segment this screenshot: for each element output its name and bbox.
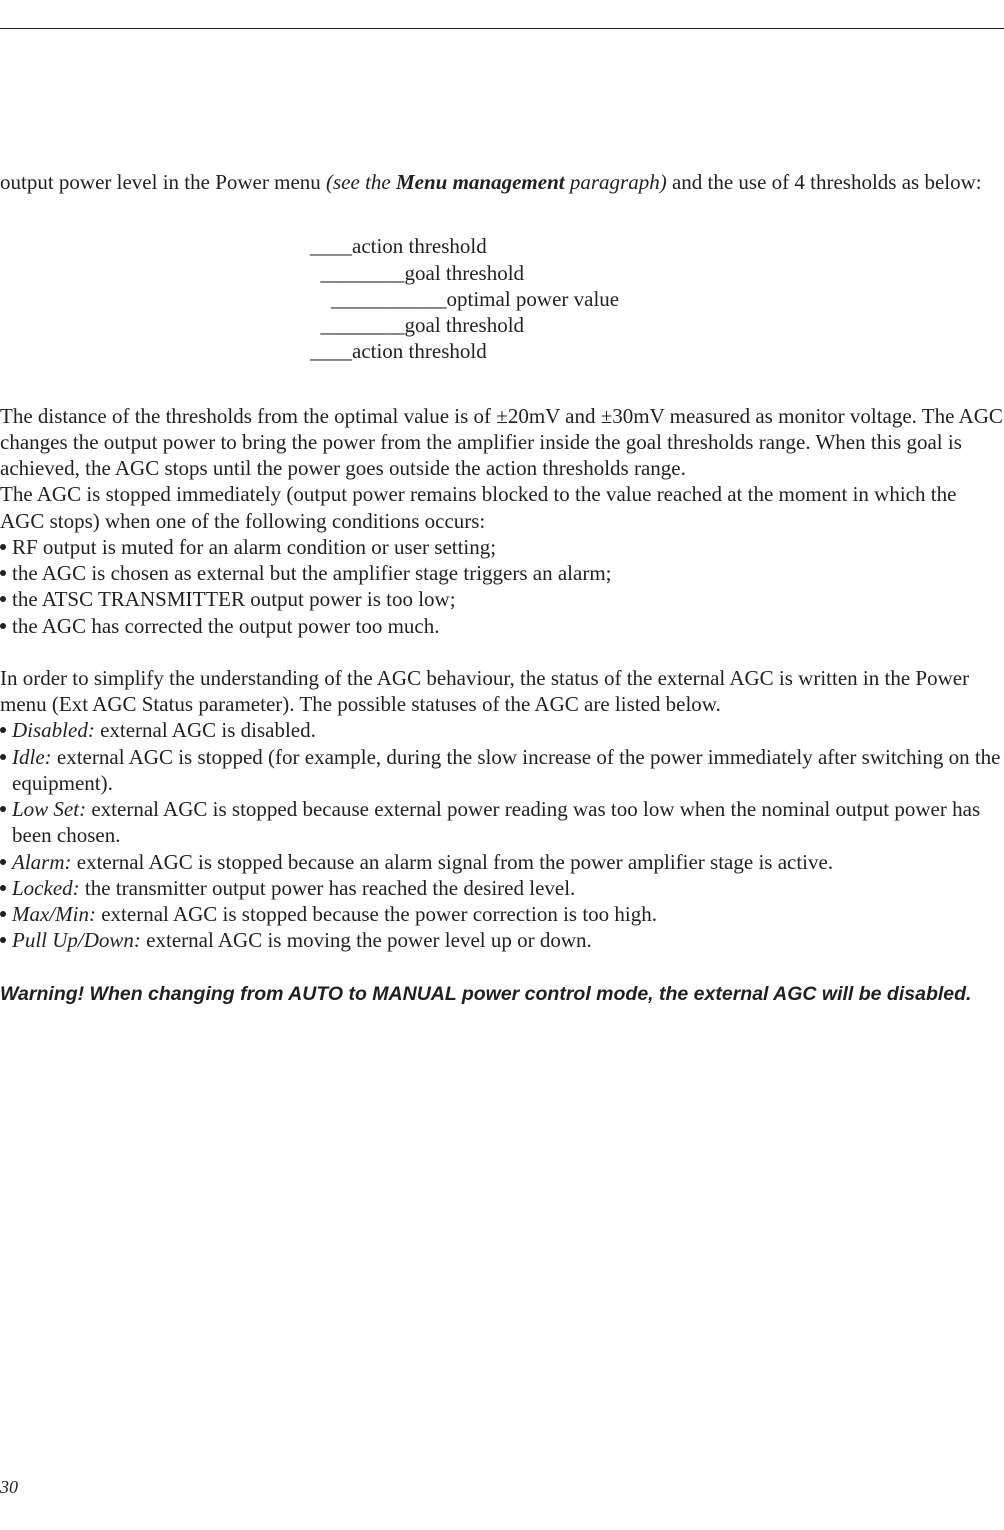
status-term: Low Set: (12, 797, 86, 821)
body-paragraph-1: The distance of the thresholds from the … (0, 403, 1004, 482)
condition-text: the AGC is chosen as external but the am… (12, 561, 611, 585)
body-paragraph-3: In order to simplify the understanding o… (0, 665, 1004, 718)
status-term: Disabled: (12, 718, 95, 742)
page-content: output power level in the Power menu (se… (0, 29, 1004, 1006)
condition-text: the AGC has corrected the output power t… (12, 614, 439, 638)
conditions-list: RF output is muted for an alarm conditio… (0, 534, 1004, 639)
status-item: Idle: external AGC is stopped (for examp… (0, 744, 1004, 797)
status-term: Idle: (12, 745, 52, 769)
threshold-line-1: ____action threshold (310, 234, 487, 258)
intro-italic-1: (see the (326, 170, 396, 194)
body-paragraph-2: The AGC is stopped immediately (output p… (0, 481, 1004, 534)
intro-post: and the use of 4 thresholds as below: (667, 170, 982, 194)
status-item: Alarm: external AGC is stopped because a… (0, 849, 1004, 875)
status-item: Pull Up/Down: external AGC is moving the… (0, 927, 1004, 953)
status-item: Locked: the transmitter output power has… (0, 875, 1004, 901)
status-desc: external AGC is moving the power level u… (141, 928, 592, 952)
status-desc: external AGC is stopped because external… (12, 797, 980, 847)
condition-item: RF output is muted for an alarm conditio… (0, 534, 1004, 560)
status-desc: the transmitter output power has reached… (80, 876, 576, 900)
intro-pre: output power level in the Power menu (0, 170, 326, 194)
page-number: 30 (0, 1476, 18, 1499)
status-desc: external AGC is stopped (for example, du… (12, 745, 1000, 795)
condition-item: the AGC has corrected the output power t… (0, 613, 1004, 639)
status-desc: external AGC is stopped because an alarm… (72, 850, 834, 874)
threshold-line-3: ___________optimal power value (310, 287, 619, 311)
condition-item: the AGC is chosen as external but the am… (0, 560, 1004, 586)
status-term: Locked: (12, 876, 80, 900)
threshold-line-5: ____action threshold (310, 339, 487, 363)
intro-paragraph: output power level in the Power menu (se… (0, 169, 1004, 195)
status-term: Max/Min: (12, 902, 96, 926)
threshold-line-4: ________goal threshold (310, 313, 524, 337)
condition-item: the ATSC TRANSMITTER output power is too… (0, 586, 1004, 612)
status-term: Alarm: (12, 850, 72, 874)
condition-text: RF output is muted for an alarm conditio… (12, 535, 496, 559)
status-term: Pull Up/Down: (12, 928, 141, 952)
status-item: Max/Min: external AGC is stopped because… (0, 901, 1004, 927)
status-list: Disabled: external AGC is disabled. Idle… (0, 717, 1004, 953)
intro-italic-2: paragraph) (565, 170, 667, 194)
warning-text: Warning! When changing from AUTO to MANU… (0, 982, 1004, 1006)
threshold-diagram: ____action threshold ________goal thresh… (0, 233, 1004, 364)
status-desc: external AGC is stopped because the powe… (96, 902, 657, 926)
threshold-line-2: ________goal threshold (310, 261, 524, 285)
status-item: Disabled: external AGC is disabled. (0, 717, 1004, 743)
condition-text: the ATSC TRANSMITTER output power is too… (12, 587, 456, 611)
status-desc: external AGC is disabled. (95, 718, 316, 742)
intro-bold-italic: Menu management (396, 170, 565, 194)
status-item: Low Set: external AGC is stopped because… (0, 796, 1004, 849)
